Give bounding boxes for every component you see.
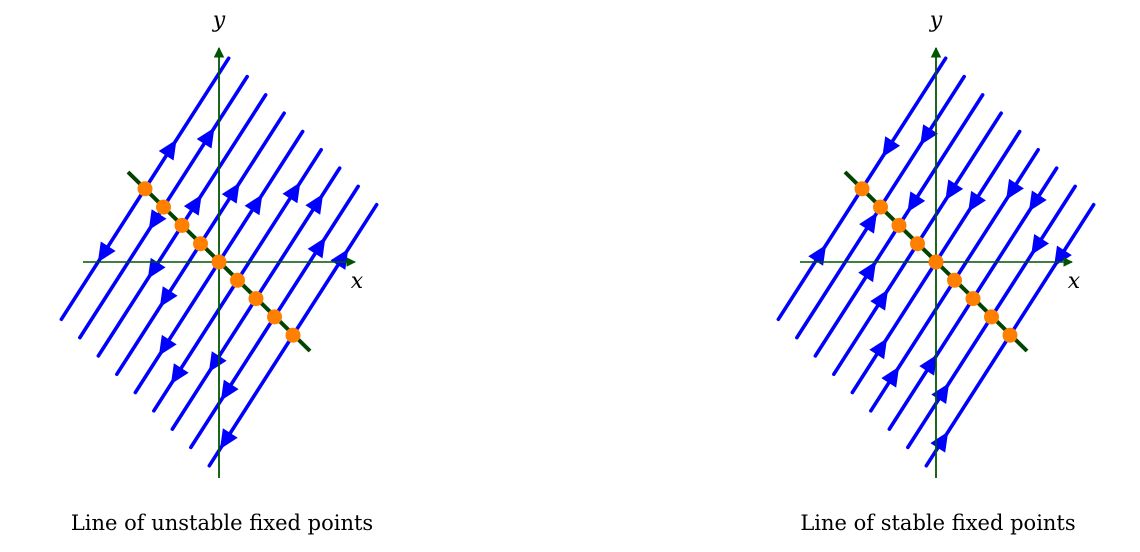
fixed-point <box>947 272 962 288</box>
x-axis-label: x <box>351 269 364 294</box>
fixed-point <box>854 181 870 197</box>
fixed-point <box>928 254 944 270</box>
flow-arrow <box>147 257 166 279</box>
flow-arrow <box>219 428 238 450</box>
flow-arrow <box>170 363 189 385</box>
y-axis-label: y <box>212 8 226 33</box>
flow-arrow <box>158 334 177 356</box>
flow-arrow <box>931 383 950 404</box>
fixed-point <box>965 291 981 307</box>
flow-arrow <box>907 191 926 213</box>
flow-arrow <box>881 366 900 388</box>
y-axis-label: y <box>929 8 943 33</box>
flow-arrow <box>870 289 889 311</box>
fixed-point <box>891 217 907 233</box>
fixed-point <box>174 217 190 233</box>
flow-arrow <box>1031 234 1049 255</box>
flow-arrow <box>920 124 938 146</box>
flow-arrow <box>1054 245 1072 267</box>
flow-arrow <box>808 244 827 266</box>
flow-arrow <box>330 248 349 270</box>
flow-arrow <box>307 237 326 259</box>
flow-arrow <box>930 431 949 453</box>
flow-arrow <box>220 379 239 401</box>
flow-arrow <box>159 286 178 308</box>
panel-stable <box>776 46 1096 478</box>
flow-arrow <box>1006 178 1024 200</box>
flow-arrow <box>859 212 877 234</box>
flow-arrow <box>858 261 877 283</box>
flow-arrow <box>869 338 888 360</box>
flow-arrow <box>968 190 986 212</box>
fixed-point <box>193 236 208 252</box>
flow-arrow <box>919 354 938 376</box>
fixed-point <box>1002 327 1018 343</box>
flow-arrow <box>244 194 263 216</box>
fixed-point <box>230 272 245 288</box>
flow-arrow <box>282 182 301 204</box>
fixed-point <box>248 291 264 307</box>
fixed-point <box>873 199 888 215</box>
fixed-point <box>910 236 925 252</box>
flow-arrow <box>882 136 901 158</box>
caption-unstable: Line of unstable fixed points <box>71 511 373 535</box>
fixed-point <box>285 327 301 343</box>
flow-arrow <box>945 179 964 201</box>
caption-stable: Line of stable fixed points <box>800 511 1075 535</box>
fixed-point <box>137 181 153 197</box>
flow-arrow <box>183 194 202 216</box>
flow-arrow <box>158 139 177 161</box>
flow-arrow <box>196 127 215 149</box>
fixed-point <box>156 199 171 215</box>
flow-arrow <box>148 209 167 231</box>
flow-arrow <box>305 193 324 215</box>
flow-arrow <box>221 182 240 204</box>
panel-unstable <box>59 46 379 478</box>
x-axis-label: x <box>1068 269 1081 294</box>
fixed-point <box>211 254 227 270</box>
flow-arrow <box>208 351 227 373</box>
fixed-point <box>984 309 999 325</box>
flow-arrow <box>97 241 116 263</box>
flow-arrow <box>1028 190 1047 212</box>
fixed-point <box>267 309 282 325</box>
